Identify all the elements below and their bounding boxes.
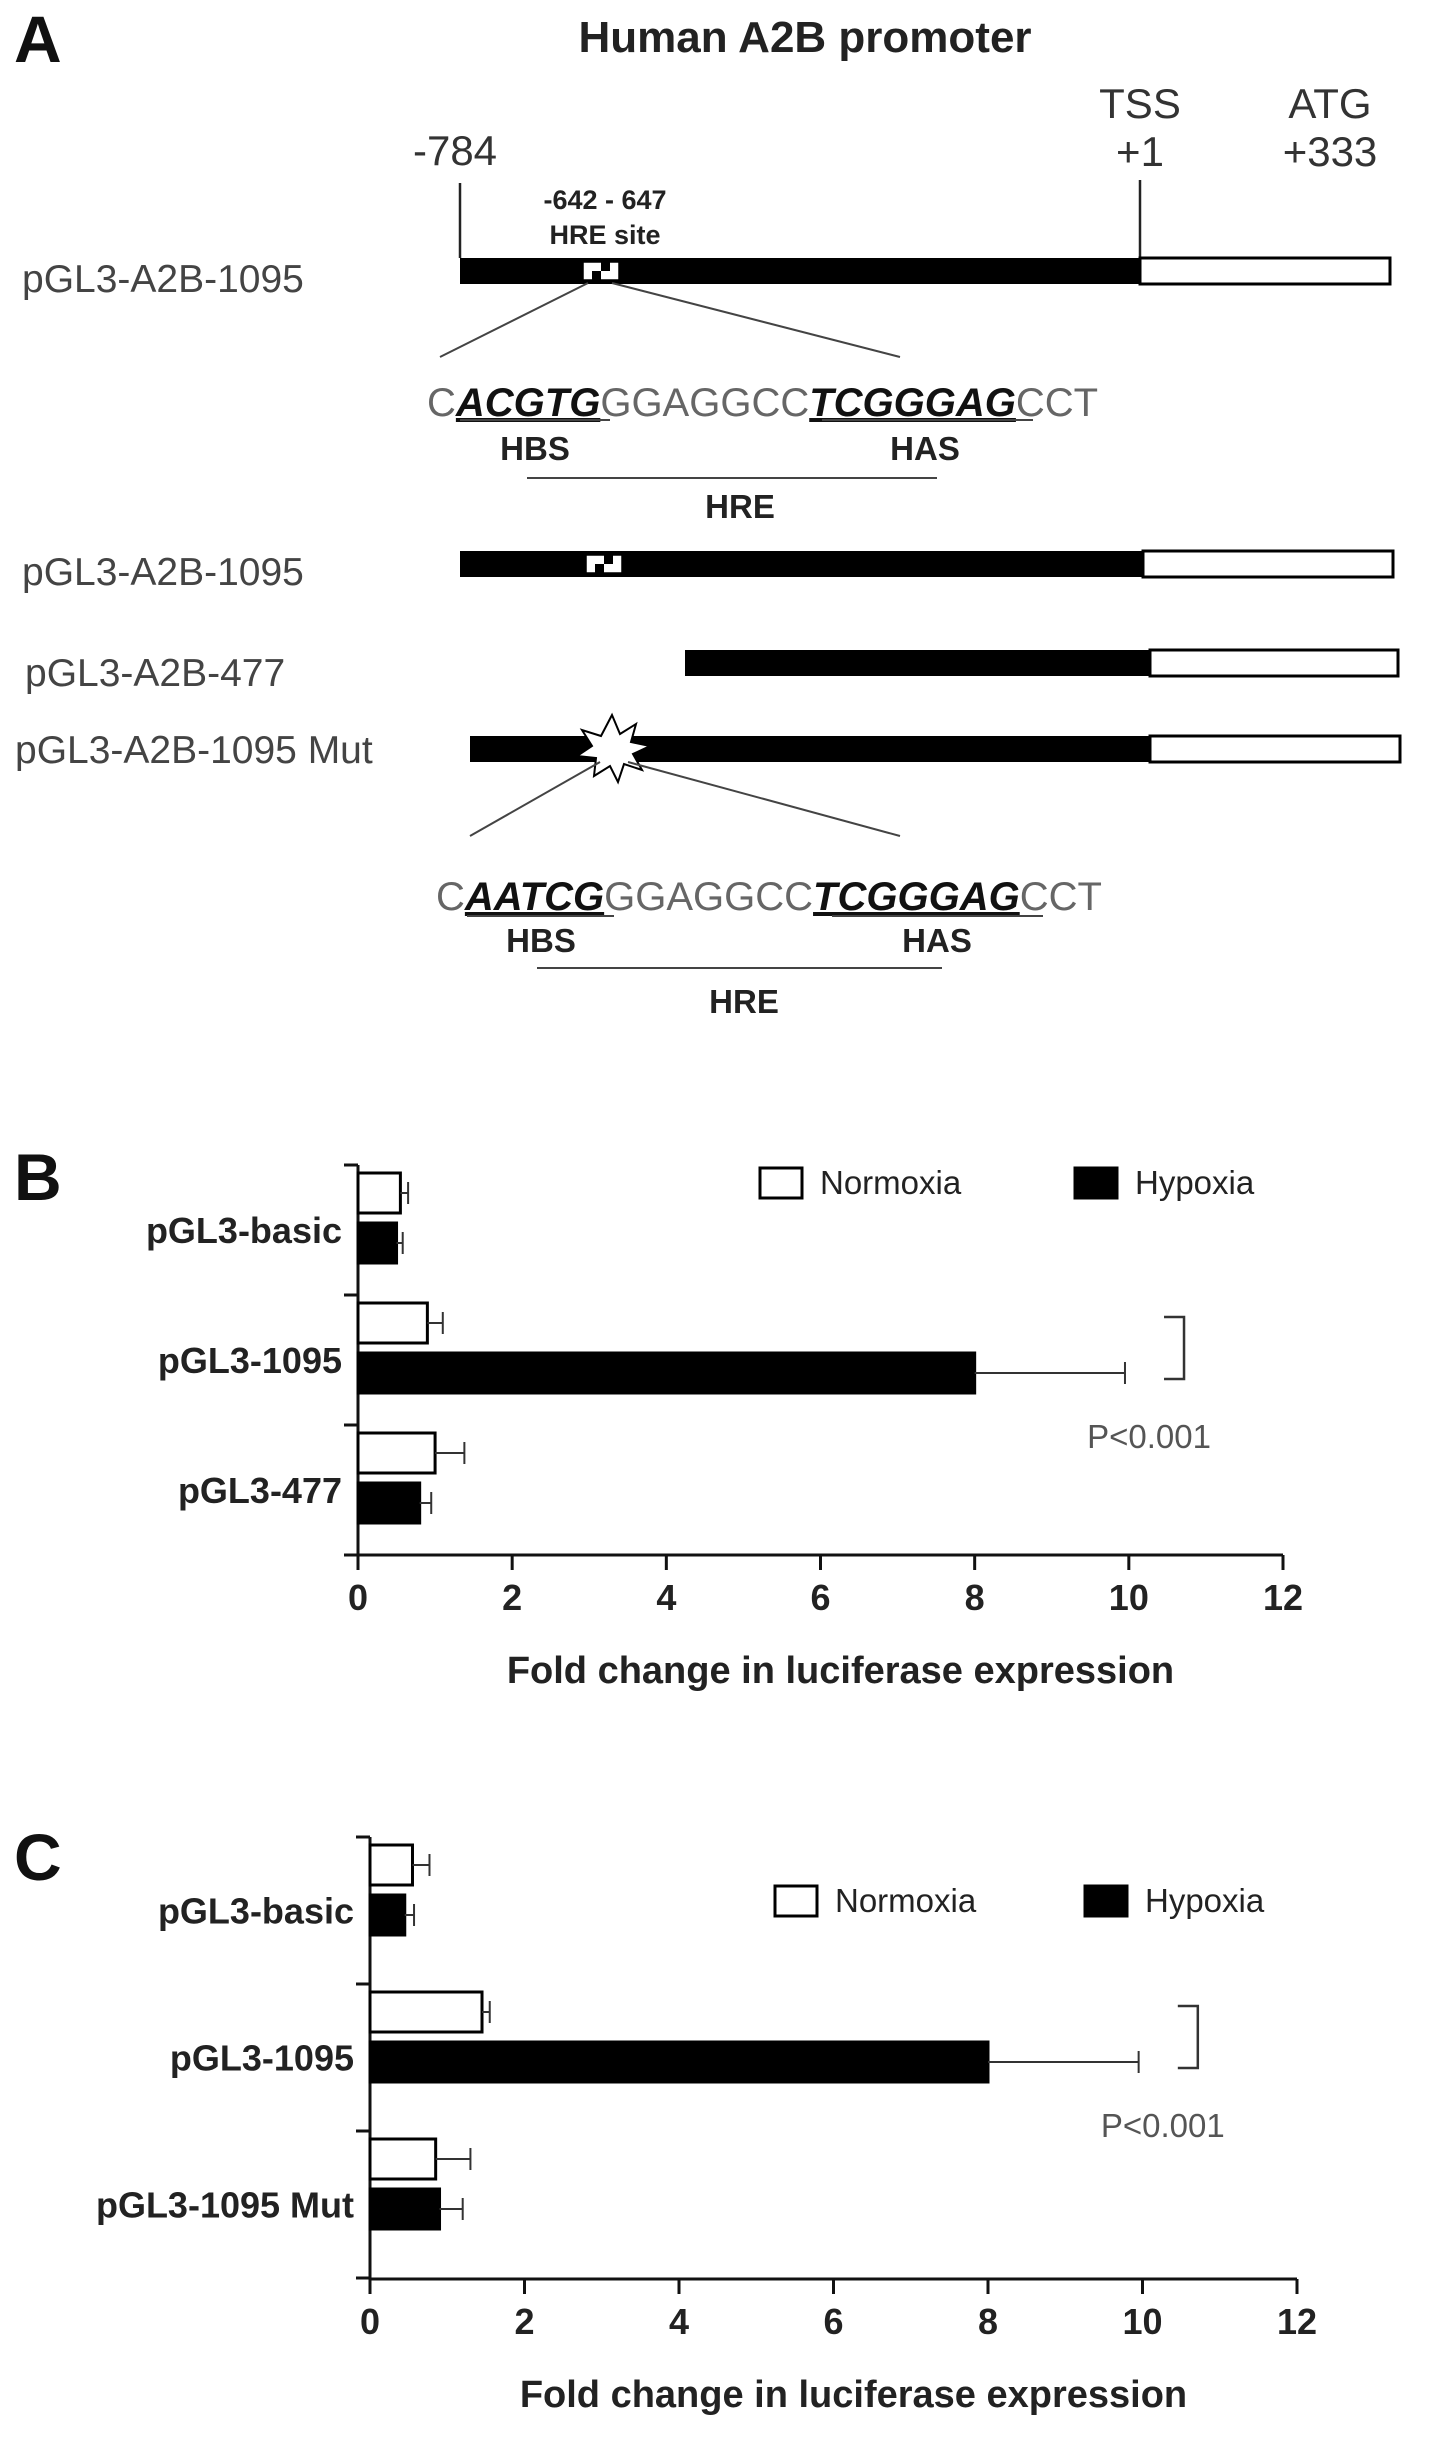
bar-hypoxia-1 [356, 1221, 399, 1265]
p-value-annotation: P<0.001 [1087, 1418, 1211, 1455]
wt-hre-label: HRE [705, 488, 775, 525]
mutation-burst-icon [574, 712, 654, 785]
x-tick-label-8: 8 [965, 1577, 985, 1618]
wt-sequence: CACGTGGGAGGCCTCGGGAGCCT [427, 381, 1098, 425]
bar-normoxia-3 [368, 2137, 438, 2181]
mut-sequence: CAATCGGGAGGCCTCGGGAGCCT [436, 875, 1102, 919]
wt-has-label: HAS [890, 430, 960, 467]
category-label-1: pGL3-basic [158, 1891, 354, 1932]
zoom-line-right [611, 282, 901, 358]
x-tick-label-2: 2 [502, 1577, 522, 1618]
bar-normoxia-2 [356, 1301, 429, 1345]
legend-label-normoxia: Normoxia [835, 1882, 977, 1919]
bar-hypoxia-2 [356, 1351, 977, 1395]
significance-bracket [1177, 2004, 1200, 2070]
hre-range-label: -642 - 647 [543, 185, 666, 215]
mut-zoom-line-left [469, 761, 601, 837]
x-axis-title: Fold change in luciferase expression [507, 1650, 1174, 1692]
zoom-line-left [439, 282, 589, 358]
bar-hypoxia-2 [368, 2040, 990, 2084]
construct-label-2: pGL3-A2B-1095 [22, 551, 304, 594]
legend-swatch-hypoxia [1073, 1166, 1119, 1200]
bar-normoxia-2 [368, 1990, 484, 2034]
x-tick-label-2: 2 [514, 2301, 534, 2342]
legend-swatch-hypoxia [1083, 1884, 1129, 1918]
panel-b-letter: B [14, 1140, 62, 1214]
legend-swatch-normoxia [758, 1166, 804, 1200]
category-label-3: pGL3-1095 Mut [96, 2185, 354, 2226]
panel-b: B 0 2 4 6 8 10 12 pGL3-basic pGL3-1095 pGL3-477 P<… [14, 1140, 1303, 1692]
panel-c-letter: C [14, 1820, 62, 1894]
x-tick-label-10: 10 [1109, 1577, 1149, 1618]
category-label-1: pGL3-basic [146, 1210, 342, 1251]
construct-label-4: pGL3-A2B-1095 Mut [15, 729, 373, 772]
construct-bar-4 [470, 712, 1402, 785]
category-label-2: pGL3-1095 [170, 2038, 354, 2079]
tss-label: TSS [1099, 80, 1181, 127]
mut-hre-label: HRE [709, 983, 779, 1020]
x-tick-label-12: 12 [1263, 1577, 1303, 1618]
x-tick-label-10: 10 [1122, 2301, 1162, 2342]
start-coordinate: -784 [413, 127, 497, 174]
panel-a-letter: A [14, 2, 62, 76]
x-axis-title: Fold change in luciferase expression [520, 2374, 1187, 2416]
construct-bar-2 [460, 549, 1395, 579]
atg-label: ATG [1288, 80, 1371, 127]
category-label-2: pGL3-1095 [158, 1340, 342, 1381]
bar-hypoxia-3 [356, 1481, 422, 1525]
promoter-title: Human A2B promoter [578, 13, 1031, 62]
panel-a: A Human A2B promoter -784 TSS +1 ATG +33… [14, 2, 1402, 1020]
bar-hypoxia-3 [368, 2187, 442, 2231]
mut-hbs-label: HBS [506, 922, 576, 959]
x-tick-label-8: 8 [978, 2301, 998, 2342]
x-tick-label-0: 0 [360, 2301, 380, 2342]
chart-c: 0 2 4 6 8 10 12 pGL3-basic pGL3-1095 pGL3-1095 Mu… [96, 1835, 1317, 2416]
construct-bar-3 [685, 648, 1400, 678]
construct-bar-1 [460, 256, 1392, 286]
p-value-annotation: P<0.001 [1101, 2107, 1225, 2144]
construct-label-1: pGL3-A2B-1095 [22, 258, 304, 301]
x-tick-label-6: 6 [823, 2301, 843, 2342]
x-tick-label-12: 12 [1277, 2301, 1317, 2342]
atg-position: +333 [1283, 128, 1378, 175]
bar-normoxia-1 [356, 1171, 402, 1215]
x-tick-label-4: 4 [669, 2301, 689, 2342]
chart-b: 0 2 4 6 8 10 12 pGL3-basic pGL3-1095 pGL3-477 P<0.… [146, 1163, 1303, 1692]
construct-label-3: pGL3-A2B-477 [25, 652, 285, 695]
bar-normoxia-3 [356, 1431, 437, 1475]
significance-bracket [1164, 1315, 1186, 1381]
legend-label-hypoxia: Hypoxia [1145, 1882, 1265, 1919]
legend-label-hypoxia: Hypoxia [1135, 1164, 1255, 1201]
x-tick-label-4: 4 [656, 1577, 676, 1618]
hre-site-label: HRE site [549, 220, 660, 250]
category-label-3: pGL3-477 [178, 1470, 342, 1511]
x-tick-label-0: 0 [348, 1577, 368, 1618]
legend-label-normoxia: Normoxia [820, 1164, 962, 1201]
bar-hypoxia-1 [368, 1893, 407, 1937]
mut-zoom-line-right [627, 761, 901, 837]
mut-has-label: HAS [902, 922, 972, 959]
legend-swatch-normoxia [773, 1884, 819, 1918]
tss-position: +1 [1116, 128, 1164, 175]
bar-normoxia-1 [368, 1843, 414, 1887]
panel-c: C 0 2 4 6 8 10 12 pGL3-basic pGL3-1095 pGL3-1095 … [14, 1820, 1317, 2416]
wt-hbs-label: HBS [500, 430, 570, 467]
x-tick-label-6: 6 [810, 1577, 830, 1618]
